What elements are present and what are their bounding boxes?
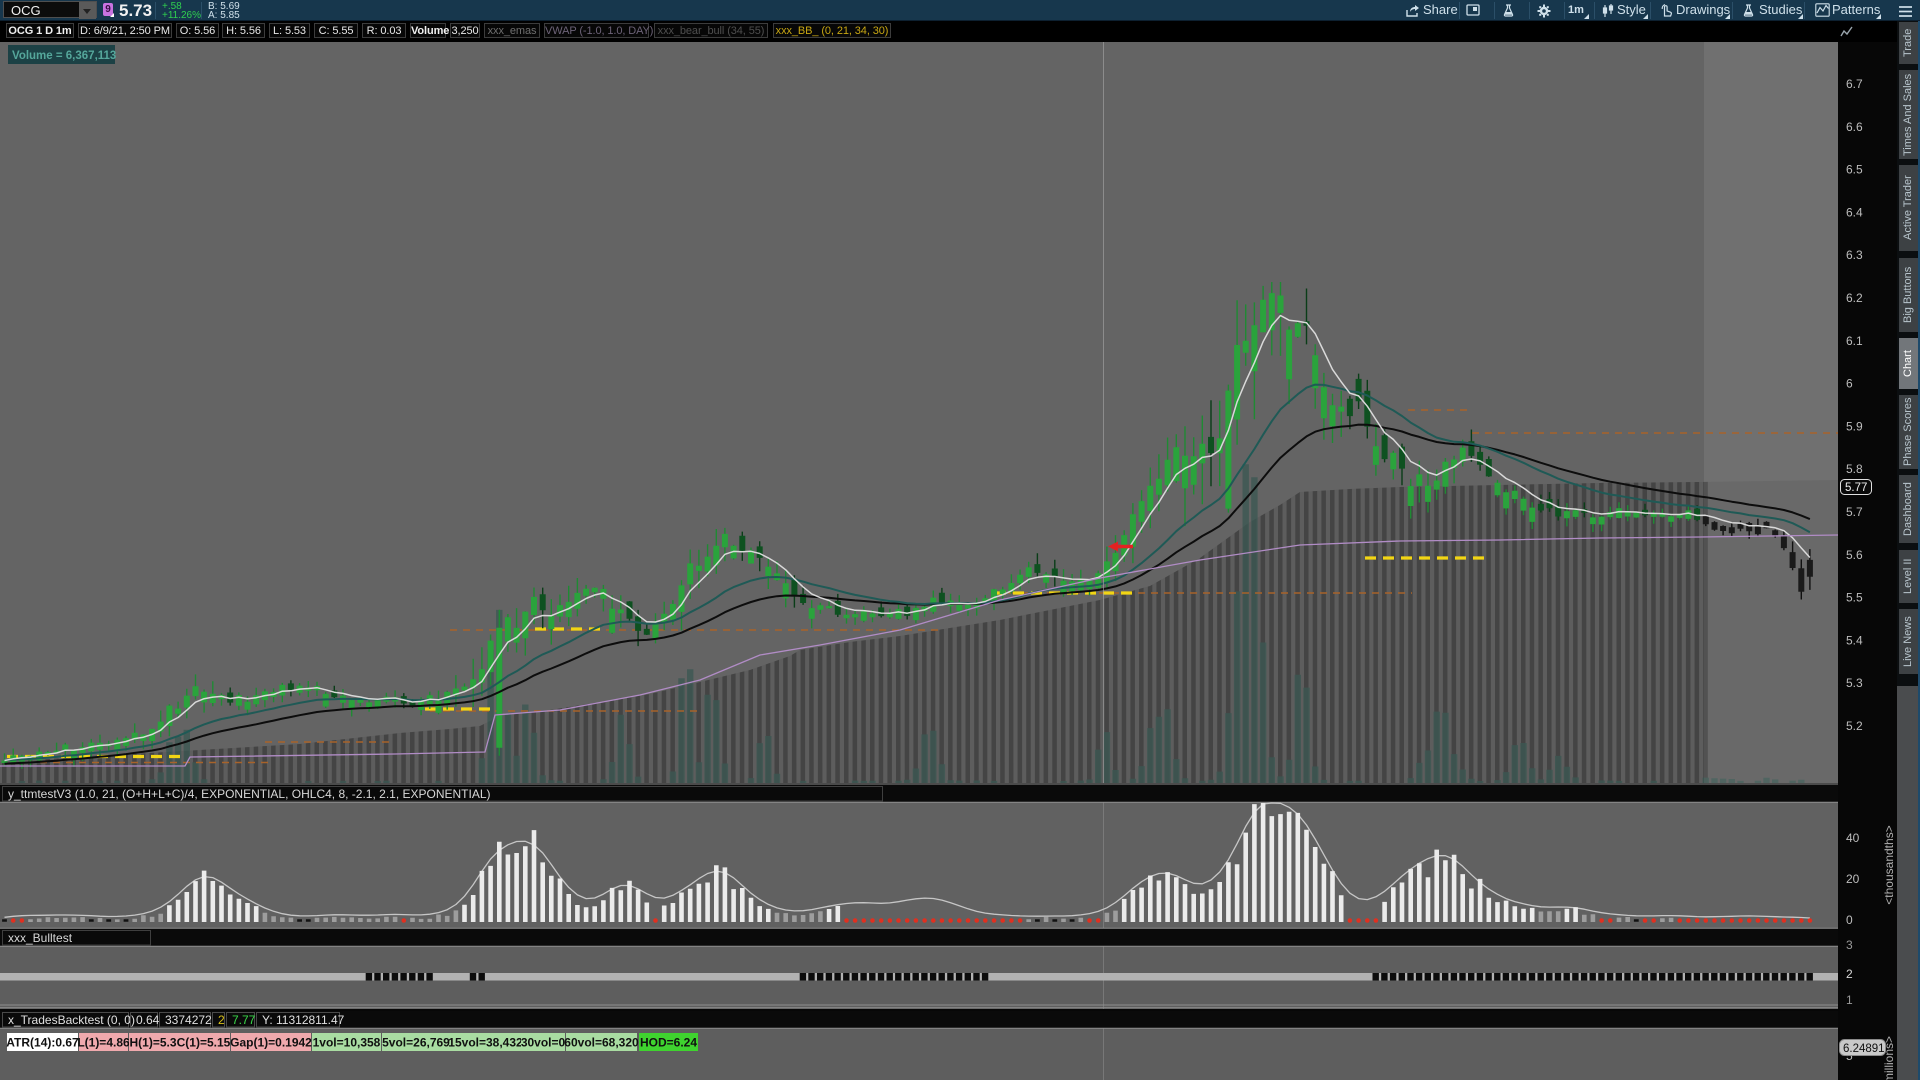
svg-text:Y: 11312811.47: Y: 11312811.47 [262,1013,345,1027]
svg-text:60vol=68,320: 60vol=68,320 [564,1036,639,1050]
svg-text:6.3: 6.3 [1846,248,1863,262]
svg-text:Volume = 6,367,113: Volume = 6,367,113 [12,50,116,62]
svg-text:x_TradesBacktest (0, 0): x_TradesBacktest (0, 0) [8,1013,135,1027]
svg-text:5.7: 5.7 [1846,505,1863,519]
svg-text:3374272: 3374272 [165,1013,212,1027]
svg-text:5.77: 5.77 [1845,482,1867,494]
svg-text:L(1)=4.86: L(1)=4.86 [77,1036,130,1050]
svg-text:5vol=26,769: 5vol=26,769 [382,1036,450,1050]
svg-text:2: 2 [218,1013,225,1027]
svg-text:Gap(1)=0.1942: Gap(1)=0.1942 [230,1036,312,1050]
svg-text:40: 40 [1846,831,1860,845]
svg-text:6.6: 6.6 [1846,120,1863,134]
svg-text:5.6: 5.6 [1846,548,1863,562]
svg-text:3: 3 [1846,938,1853,952]
svg-text:5.4: 5.4 [1846,633,1863,647]
svg-text:6.7: 6.7 [1846,77,1863,91]
svg-text:5.3: 5.3 [1846,676,1863,690]
svg-text:6.4: 6.4 [1846,205,1863,219]
svg-text:5.2: 5.2 [1846,719,1863,733]
svg-text:6: 6 [1846,377,1853,391]
svg-text:y_ttmtestV3 (1.0, 21, (O+H+L+C: y_ttmtestV3 (1.0, 21, (O+H+L+C)/4, EXPON… [8,787,491,801]
svg-text:2: 2 [1846,967,1853,981]
svg-text:5.8: 5.8 [1846,462,1863,476]
svg-text:ATR(14):0.67: ATR(14):0.67 [6,1036,79,1050]
svg-text:H(1)=5.3: H(1)=5.3 [129,1036,176,1050]
svg-text:0.64: 0.64 [136,1013,160,1027]
svg-text:6.5: 6.5 [1846,163,1863,177]
svg-text:20: 20 [1846,872,1860,886]
svg-text:5.9: 5.9 [1846,419,1863,433]
svg-text:6.1: 6.1 [1846,334,1863,348]
svg-text:C(1)=5.15: C(1)=5.15 [177,1036,231,1050]
svg-text:5.5: 5.5 [1846,591,1863,605]
svg-text:<thousandths>: <thousandths> [1882,825,1896,904]
svg-text:HOD=6.24: HOD=6.24 [640,1036,697,1050]
svg-text:6.2: 6.2 [1846,291,1863,305]
svg-text:xxx_Bulltest: xxx_Bulltest [8,931,73,945]
svg-text:7.77: 7.77 [232,1013,256,1027]
svg-text:6.24891: 6.24891 [1843,1043,1885,1055]
svg-text:1: 1 [1846,993,1853,1007]
svg-text:0: 0 [1846,913,1853,927]
svg-text:15vol=38,432: 15vol=38,432 [448,1036,523,1050]
svg-text:30vol=0: 30vol=0 [521,1036,566,1050]
svg-text:1vol=10,358: 1vol=10,358 [313,1036,381,1050]
